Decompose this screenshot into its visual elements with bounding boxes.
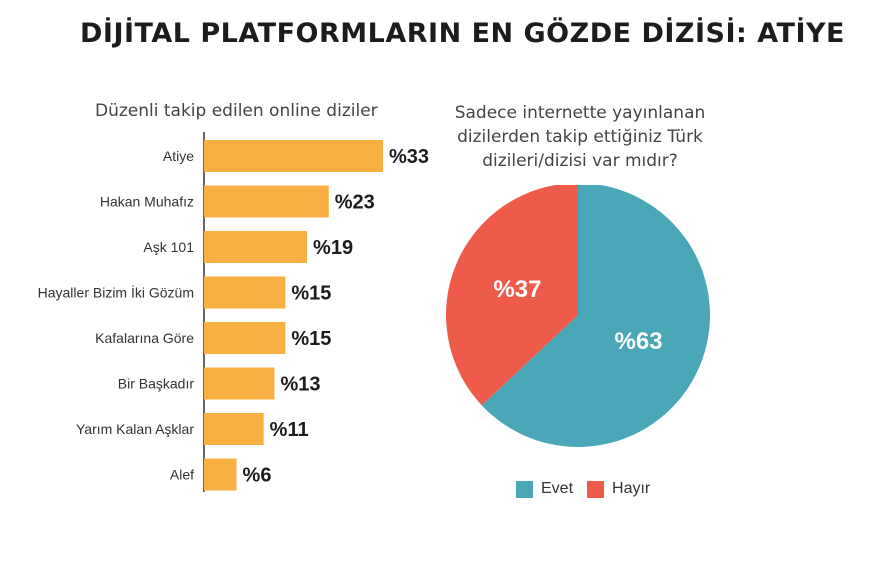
value-label: %11	[270, 419, 309, 441]
pie-value-label: %63	[615, 328, 663, 355]
value-label: %33	[389, 146, 429, 168]
category-label: Atiye	[163, 148, 194, 164]
bar	[204, 413, 264, 445]
category-label: Bir Başkadır	[118, 376, 195, 392]
pie-slice-evet	[481, 185, 710, 447]
bar	[204, 458, 237, 491]
bar	[204, 367, 275, 400]
category-label: Yarım Kalan Aşklar	[76, 421, 194, 437]
pie-chart-title: Sadece internette yayınlanan dizilerden …	[454, 103, 706, 171]
bar	[204, 231, 308, 263]
bar	[204, 322, 286, 354]
category-label: Hakan Muhafız	[100, 194, 194, 210]
legend-label-evet: Evet	[541, 480, 574, 497]
page-title: DİJİTAL PLATFORMLARIN EN GÖZDE DİZİSİ: A…	[80, 18, 845, 49]
legend-item-evet: Evet	[516, 480, 573, 498]
value-label: %15	[291, 283, 331, 305]
value-label: %23	[335, 192, 375, 214]
bar	[204, 276, 286, 309]
value-label: %15	[291, 328, 331, 350]
pie-value-label: %37	[493, 276, 541, 303]
bar	[204, 140, 383, 172]
value-label: %6	[243, 465, 272, 487]
category-label: Hayaller Bizim İki Gözüm	[38, 284, 194, 301]
pie-legend: Evet Hayır	[516, 480, 650, 498]
pie-chart: %63 %37	[446, 185, 710, 447]
pie-slice-hayir	[446, 185, 578, 406]
value-label: %13	[281, 374, 321, 396]
legend-swatch-evet	[516, 480, 533, 498]
legend-swatch-hayir	[587, 480, 605, 498]
category-label: Kafalarına Göre	[95, 330, 194, 346]
bar-chart: Atiye %33 Hakan Muhafız %23 Aşk 101 %19 Hayall…	[38, 132, 429, 492]
category-label: Alef	[170, 467, 194, 483]
category-label: Aşk 101	[143, 239, 194, 255]
legend-item-hayir: Hayır	[587, 480, 650, 498]
legend-label-hayir: Hayır	[612, 480, 651, 497]
bar	[204, 185, 329, 218]
bar-chart-title: Düzenli takip edilen online diziler	[95, 101, 378, 121]
value-label: %19	[313, 237, 353, 259]
